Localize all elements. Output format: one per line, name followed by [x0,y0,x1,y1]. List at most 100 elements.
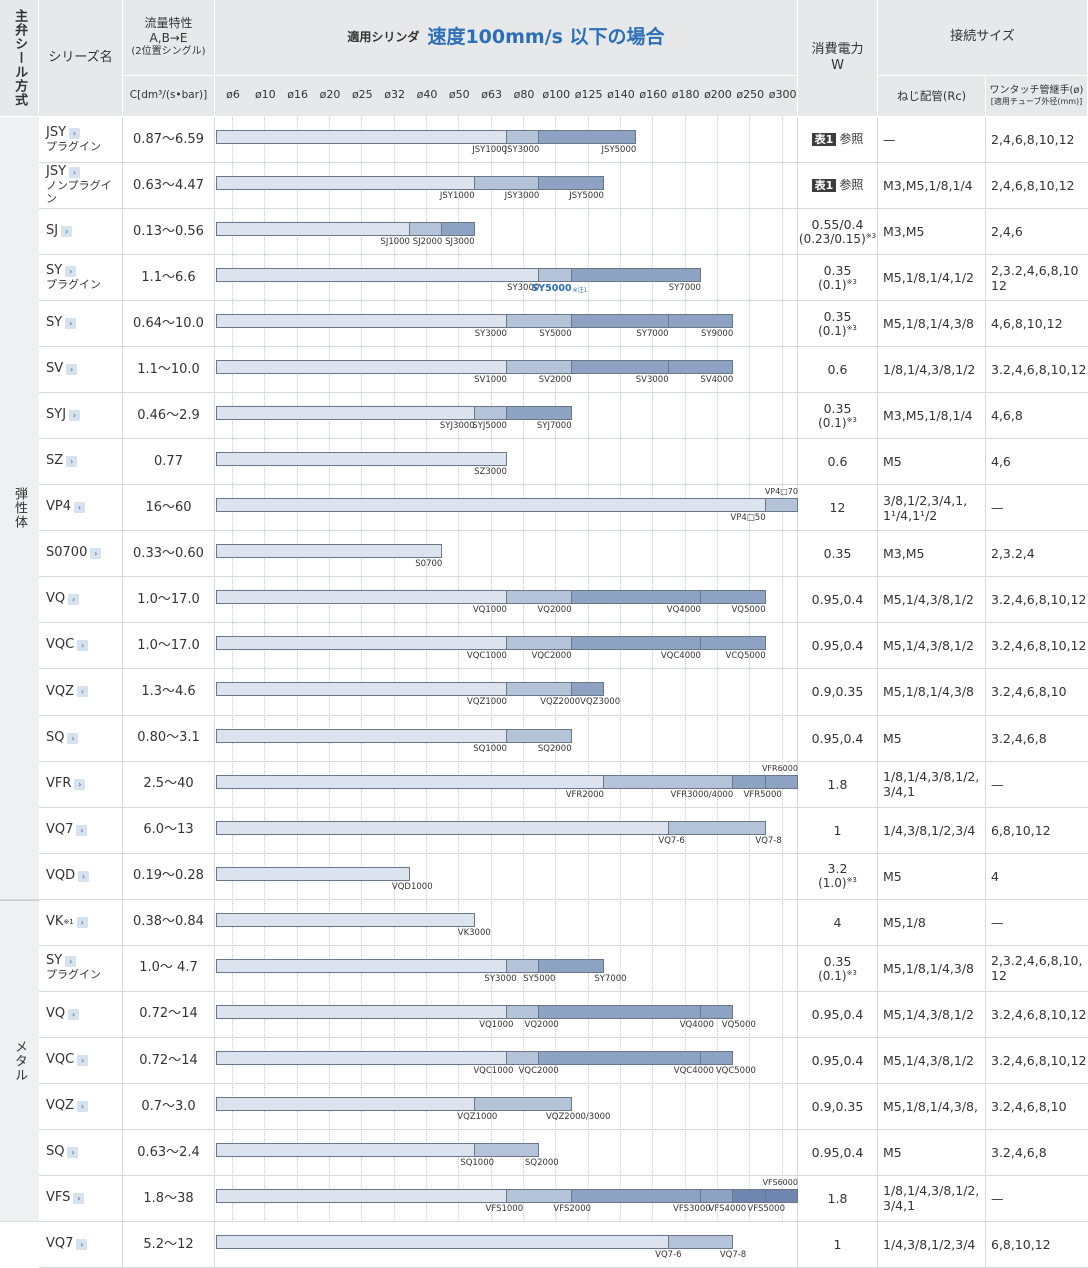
series-cell[interactable]: VP4 › [39,485,123,532]
link-arrow-icon[interactable]: › [73,1192,85,1204]
series-name[interactable]: VQZ [46,683,75,699]
series-name[interactable]: SV [46,361,64,377]
series-name[interactable]: SQ [46,729,65,745]
bore-range-label: VQ7-8 [719,1249,747,1260]
series-name[interactable]: SYJ [46,407,67,423]
series-cell[interactable]: VQZ › [39,1083,123,1130]
series-cell[interactable]: SJ › [39,209,123,256]
series-cell[interactable]: VQC › [39,1037,123,1084]
series-name[interactable]: VFR [46,775,72,791]
onetouch-cell: 3.2,4,6,8,10,12 [986,991,1088,1038]
series-cell[interactable]: SZ › [39,439,123,486]
series-cell[interactable]: SY › プラグイン [39,255,123,302]
series-name[interactable]: SY [46,315,63,331]
series-name[interactable]: SJ [46,223,59,239]
series-name[interactable]: VQ [46,591,66,607]
bore-range-bar [571,590,701,605]
link-arrow-icon[interactable]: › [76,824,88,836]
link-arrow-icon[interactable]: › [66,456,78,468]
series-cell[interactable]: VQ › [39,577,123,624]
series-name[interactable]: VQ7 [46,821,74,837]
link-arrow-icon[interactable]: › [67,1146,79,1158]
series-name[interactable]: JSY [46,164,67,180]
series-cell[interactable]: SY › プラグイン [39,945,123,992]
link-arrow-icon[interactable]: › [77,1100,89,1112]
link-arrow-icon[interactable]: › [65,265,77,277]
series-name[interactable]: VQC [46,1051,75,1067]
link-arrow-icon[interactable]: › [68,1008,80,1020]
link-arrow-icon[interactable]: › [74,778,86,790]
series-name[interactable]: VP4 [46,499,72,515]
power-ref[interactable]: 表1 参照 [811,178,863,193]
bore-range-bar [216,1004,507,1019]
link-arrow-icon[interactable]: › [61,226,73,238]
link-arrow-icon[interactable]: › [77,640,89,652]
link-arrow-icon[interactable]: › [68,594,80,606]
series-name[interactable]: VQD [46,867,76,883]
link-arrow-icon[interactable]: › [67,732,79,744]
series-name[interactable]: S0700 [46,545,88,561]
link-arrow-icon[interactable]: › [77,1054,89,1066]
series-name[interactable]: VQ7 [46,1236,74,1251]
bore-range-label: VQC2000 [518,1065,559,1076]
series-cell[interactable]: VFR › [39,761,123,808]
series-cell[interactable]: VFS › [39,1175,123,1222]
link-arrow-icon[interactable]: › [78,870,90,882]
chart-row: JSY1000 JSY3000 JSY5000 [215,163,798,210]
series-cell[interactable]: JSY › ノンプラグイン [39,163,123,210]
chart-row: VFR2000 VFR3000/4000 VFR5000 VFR6000 [215,761,798,808]
table-ref-tag[interactable]: 表1 [811,178,837,193]
bore-range-label: JSY5000 [569,191,604,202]
series-cell[interactable]: SYJ › [39,393,123,440]
series-cell[interactable]: SQ › [39,1129,123,1176]
link-arrow-icon[interactable]: › [76,916,88,928]
link-arrow-icon[interactable]: › [69,410,81,422]
flow-cell: 0.80〜3.1 [123,715,215,762]
power-value: 4 [833,914,842,930]
series-name[interactable]: SY [46,262,63,278]
header-power: 消費電力 W [798,0,878,117]
series-cell[interactable]: VQ › [39,991,123,1038]
series-name[interactable]: VQ [46,1005,66,1021]
link-arrow-icon[interactable]: › [77,686,89,698]
link-arrow-icon[interactable]: › [65,956,77,968]
power-cell: 0.55/0.4 (0.23/0.15)※3 [798,209,878,256]
link-arrow-icon[interactable]: › [74,502,86,514]
series-name[interactable]: VQC [46,637,75,653]
bore-range-bar [506,682,572,697]
power-standby: (1.0)※3 [818,876,857,890]
series-cell[interactable]: JSY › プラグイン [39,117,123,164]
series-cell[interactable]: SQ › [39,715,123,762]
bore-range-label: JSY5000 [601,145,637,155]
link-arrow-icon[interactable]: › [69,167,81,179]
power-footnote: ※3 [846,968,857,977]
table-ref-tag[interactable]: 表1 [811,132,837,147]
series-cell[interactable]: VQZ › [39,669,123,716]
link-arrow-icon[interactable]: › [69,127,81,139]
series-name[interactable]: JSY [46,124,67,140]
series-name-line: VFR › [46,775,122,792]
link-arrow-icon[interactable]: › [66,364,78,376]
thread-cell: 1/4,3/8,1/2,3/4 [878,807,986,854]
series-name[interactable]: VFS [46,1189,71,1205]
series-name[interactable]: SQ [46,1143,65,1159]
header-seal-method: 主弁シール方式 [0,0,39,117]
series-cell[interactable]: VQD › [39,853,123,900]
series-cell[interactable]: VQ7 › [39,807,123,854]
series-cell[interactable]: VK ※1 › [39,899,123,946]
series-cell[interactable]: VQC › [39,623,123,670]
series-name[interactable]: SZ [46,453,64,469]
link-arrow-icon[interactable]: › [76,1238,88,1250]
link-arrow-icon[interactable]: › [90,548,102,560]
series-cell[interactable]: VQ7 › [39,1221,123,1268]
series-cell[interactable]: SV › [39,347,123,394]
series-name[interactable]: VQZ [46,1097,75,1113]
series-name[interactable]: VK [46,913,64,929]
power-ref[interactable]: 表1 参照 [811,132,863,147]
series-name[interactable]: SY [46,953,63,969]
series-cell[interactable]: SY › [39,301,123,348]
link-arrow-icon[interactable]: › [65,318,77,330]
header-flow-line3: (2位置シングル) [131,46,206,58]
series-cell[interactable]: S0700 › [39,531,123,578]
thread-sizes: 1/8,1/4,3/8,1/2 [883,362,976,378]
